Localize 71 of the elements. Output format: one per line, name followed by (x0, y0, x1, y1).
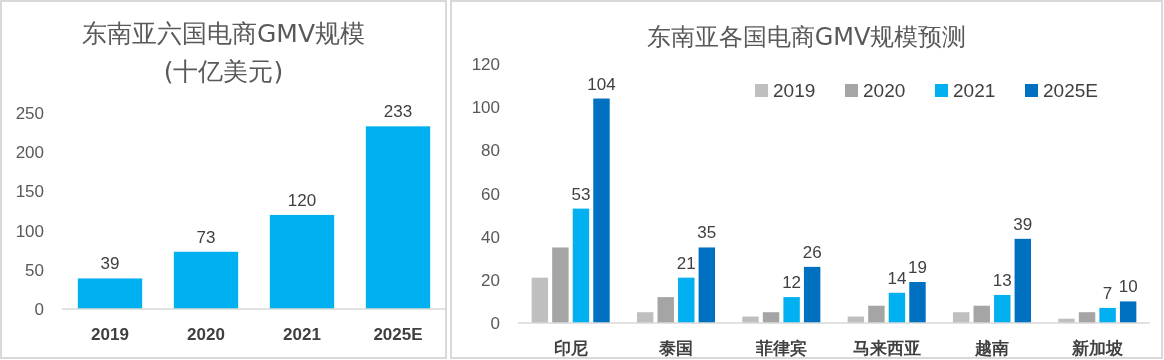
data-label: 10 (1118, 277, 1138, 297)
chart-title: 东南亚六国电商GMV规模 (81, 19, 366, 48)
legend-label: 2020 (863, 80, 906, 101)
bar (269, 214, 335, 309)
x-tick-label: 2025E (373, 325, 423, 344)
bar (1119, 301, 1137, 323)
data-label: 39 (100, 254, 120, 274)
legend-label: 2025E (1043, 80, 1098, 101)
bar (77, 278, 143, 309)
x-tick-label: 越南 (974, 338, 1009, 358)
data-label: 35 (697, 223, 717, 243)
bar (1099, 307, 1116, 323)
bar (593, 98, 610, 323)
data-label: 120 (287, 190, 317, 210)
y-tick-label: 80 (481, 141, 500, 161)
data-label: 39 (1013, 214, 1033, 234)
data-label: 13 (992, 270, 1012, 290)
bar (973, 305, 990, 323)
data-label: 7 (1102, 283, 1113, 303)
bar (783, 297, 800, 323)
bar (762, 312, 780, 323)
data-label: 21 (676, 253, 696, 273)
data-label: 12 (782, 273, 802, 293)
y-tick-label: 0 (490, 314, 500, 333)
data-label: 73 (196, 227, 216, 247)
bar (952, 312, 970, 323)
x-tick-label: 2021 (283, 325, 321, 344)
legend-label: 2019 (773, 80, 816, 101)
y-tick-label: 200 (15, 143, 44, 163)
bar (636, 312, 654, 323)
y-tick-label: 0 (34, 300, 44, 319)
data-label: 53 (571, 184, 591, 204)
chart-title: 东南亚各国电商GMV规模预测 (646, 23, 967, 51)
y-tick-label: 150 (15, 182, 44, 202)
chart-subtitle: (十亿美元) (163, 57, 284, 86)
bar (572, 208, 590, 323)
y-tick-label: 40 (481, 227, 500, 247)
x-tick-label: 菲律宾 (754, 338, 807, 358)
y-tick-label: 250 (15, 104, 44, 123)
data-label: 104 (587, 74, 616, 94)
x-tick-label: 马来西亚 (852, 338, 921, 358)
bar (888, 292, 906, 323)
bar (657, 297, 674, 323)
y-tick-label: 50 (25, 260, 44, 280)
data-label: 19 (908, 257, 927, 277)
bar (552, 247, 569, 323)
bar (1014, 238, 1032, 323)
bar (994, 294, 1011, 323)
bar (803, 266, 821, 323)
data-label: 233 (383, 102, 413, 122)
y-tick-label: 100 (471, 98, 500, 118)
bar (365, 126, 431, 309)
data-label: 26 (802, 242, 822, 262)
y-tick-label: 60 (481, 184, 500, 204)
data-label: 14 (887, 268, 907, 288)
bar (678, 277, 695, 323)
bar (698, 247, 716, 323)
x-tick-label: 2019 (91, 325, 129, 344)
x-tick-label: 泰国 (658, 338, 693, 358)
x-tick-label: 新加坡 (1070, 338, 1124, 358)
y-tick-label: 120 (471, 55, 500, 74)
x-tick-label: 2020 (187, 325, 225, 344)
bar (1078, 312, 1096, 323)
x-tick-label: 印尼 (553, 338, 588, 358)
bar (909, 281, 926, 323)
bar (173, 251, 239, 309)
legend-label: 2021 (953, 80, 996, 101)
y-tick-label: 20 (481, 270, 500, 290)
y-tick-label: 100 (15, 221, 44, 241)
bar (868, 305, 885, 323)
bar (531, 277, 549, 323)
